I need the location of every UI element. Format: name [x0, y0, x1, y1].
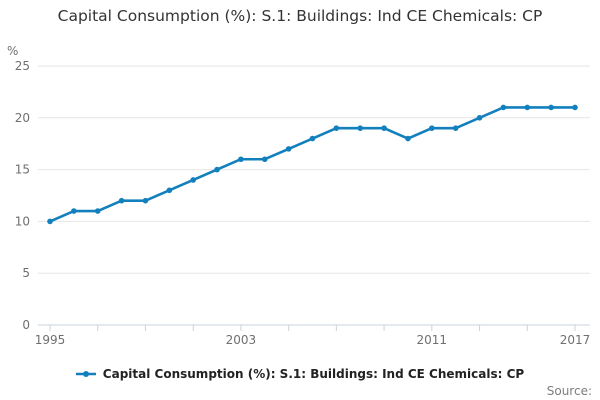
data-point[interactable]	[500, 104, 507, 111]
data-point[interactable]	[214, 166, 220, 173]
y-axis-unit-label: %	[7, 44, 18, 58]
data-point[interactable]	[333, 125, 340, 131]
data-point[interactable]	[452, 125, 459, 131]
data-point[interactable]	[261, 156, 268, 163]
data-point[interactable]	[548, 104, 554, 111]
data-point[interactable]	[238, 156, 244, 163]
data-point[interactable]	[476, 115, 483, 121]
data-point[interactable]	[405, 135, 411, 142]
data-point[interactable]	[118, 197, 125, 204]
data-point[interactable]	[166, 187, 173, 194]
data-point[interactable]	[285, 146, 292, 152]
legend-label: Capital Consumption (%): S.1: Buildings:…	[102, 367, 525, 381]
data-point[interactable]	[71, 208, 77, 214]
chart-title-text: Capital Consumption (%): S.1: Buildings:…	[57, 7, 543, 25]
data-point[interactable]	[47, 218, 53, 225]
series-line	[48, 106, 577, 223]
x-axis-label: 1995	[35, 333, 66, 347]
data-point[interactable]	[429, 125, 435, 131]
x-axis-label: 2017	[560, 333, 591, 347]
data-point[interactable]	[190, 177, 196, 183]
x-axis-label: 2011	[417, 333, 448, 347]
data-point[interactable]	[94, 208, 101, 214]
y-axis-label: 25	[15, 59, 30, 73]
data-point[interactable]	[357, 125, 364, 131]
data-point[interactable]	[142, 197, 149, 204]
y-axis-label: 10	[15, 214, 30, 228]
source-label: Source:	[546, 384, 592, 398]
data-point[interactable]	[309, 135, 316, 142]
y-axis-label: 5	[22, 266, 30, 280]
x-axis-label: 2003	[226, 333, 257, 347]
y-axis-label: 15	[15, 163, 30, 177]
chart-title: Capital Consumption (%): S.1: Buildings:…	[0, 7, 600, 26]
y-axis-label: 20	[15, 111, 30, 125]
data-point[interactable]	[524, 104, 531, 111]
y-axis-label: 0	[22, 318, 30, 332]
data-point[interactable]	[381, 125, 387, 131]
data-point[interactable]	[572, 104, 578, 111]
chart-svg: 1995 2003 2011 2017 0 5 10 15 20 25%	[7, 44, 591, 347]
legend-series-icon	[75, 371, 96, 377]
legend-item[interactable]: Capital Consumption (%): S.1: Buildings:…	[0, 366, 600, 382]
